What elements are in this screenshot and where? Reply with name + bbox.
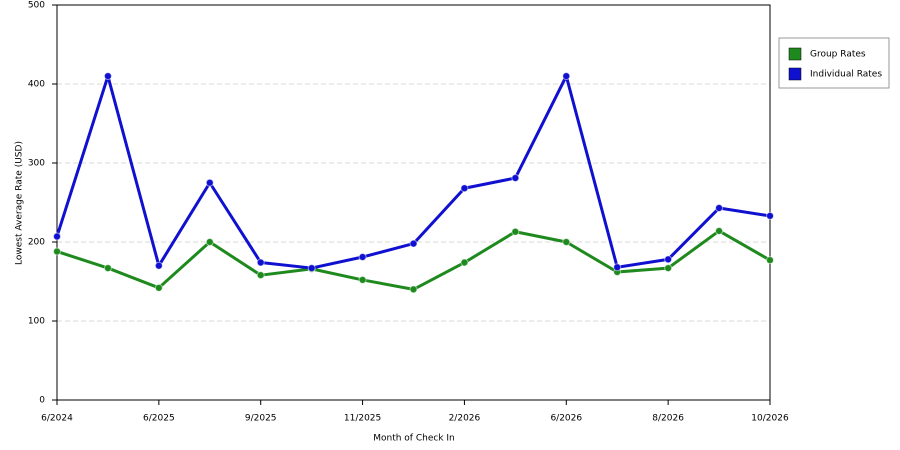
data-point: [256, 258, 265, 267]
legend-swatch: [788, 67, 802, 81]
data-point: [53, 247, 61, 256]
data-point: [154, 261, 163, 270]
y-tick-label: 500: [28, 1, 45, 11]
x-tick-label: 9/2025: [245, 414, 277, 424]
y-tick-label: 400: [28, 80, 45, 90]
x-tick-label: 2/2026: [449, 414, 481, 424]
legend-box: [778, 37, 890, 89]
data-point: [103, 264, 112, 273]
x-axis-title: Month of Check In: [373, 434, 455, 444]
data-point: [358, 275, 367, 284]
y-tick-label: 200: [28, 238, 45, 248]
data-point: [205, 178, 214, 187]
y-tick-label: 100: [28, 317, 45, 327]
x-tick-label: 6/2025: [143, 414, 175, 424]
y-tick-label: 0: [39, 396, 45, 406]
plot-frame: [56, 4, 771, 401]
legend-label: Individual Rates: [810, 70, 882, 80]
data-point: [256, 271, 265, 280]
data-point: [562, 72, 571, 81]
data-point: [53, 232, 61, 241]
data-point: [715, 204, 724, 213]
x-tick-label: 8/2026: [652, 414, 684, 424]
x-tick-label: 10/2026: [751, 414, 789, 424]
data-point: [766, 256, 774, 265]
series-line: [55, 74, 771, 270]
x-tick-label: 6/2026: [550, 414, 582, 424]
data-point: [766, 211, 774, 220]
y-axis-title: Lowest Average Rate (USD): [15, 141, 25, 265]
legend-swatch: [788, 47, 802, 61]
data-point: [511, 227, 520, 236]
data-point: [307, 264, 316, 273]
data-point: [715, 226, 724, 235]
data-point: [460, 258, 469, 267]
data-point: [358, 253, 367, 262]
data-point: [409, 285, 418, 294]
data-point: [154, 283, 163, 292]
data-point: [103, 72, 112, 81]
data-point: [562, 238, 571, 246]
x-tick-label: 6/2024: [41, 414, 73, 424]
data-point: [205, 238, 214, 246]
legend-label: Group Rates: [810, 50, 866, 60]
data-point: [511, 174, 520, 183]
data-point: [460, 184, 469, 193]
data-point: [664, 264, 673, 273]
data-point: [613, 263, 622, 272]
y-tick-label: 300: [28, 159, 45, 169]
data-point: [409, 239, 418, 248]
x-tick-label: 11/2025: [344, 414, 381, 424]
data-point: [664, 255, 673, 264]
